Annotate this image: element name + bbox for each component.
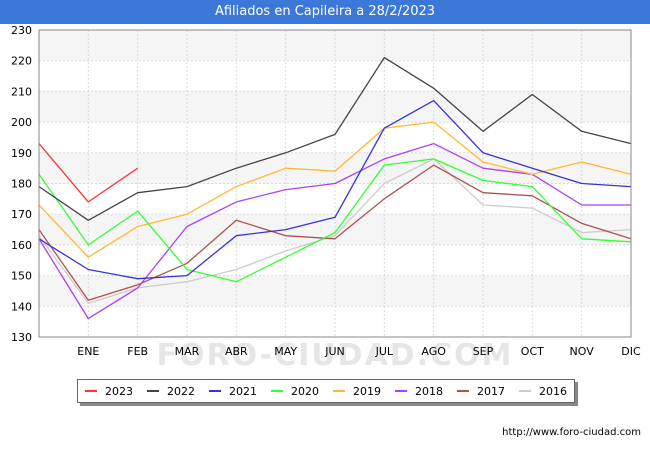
legend: 2023 2022 2021 2020 2019 2018 2017 2016 — [77, 379, 575, 403]
legend-label: 2018 — [415, 384, 443, 398]
chart-title: Afiliados en Capileira a 28/2/2023 — [0, 0, 650, 24]
legend-swatch — [85, 390, 97, 392]
legend-swatch — [457, 390, 469, 392]
x-tick-label: OCT — [521, 345, 544, 358]
legend-item-2016: 2016 — [519, 385, 567, 398]
legend-swatch — [395, 390, 407, 392]
legend-item-2022: 2022 — [147, 385, 195, 398]
series-line-2017 — [38, 164, 632, 301]
axes — [38, 29, 632, 338]
y-tick-label: 230 — [11, 24, 32, 37]
legend-item-2020: 2020 — [271, 385, 319, 398]
legend-label: 2019 — [353, 384, 381, 398]
legend-label: 2023 — [105, 384, 133, 398]
y-tick-label: 210 — [11, 85, 32, 98]
x-tick-label: AGO — [421, 345, 446, 358]
legend-swatch — [271, 390, 283, 392]
y-tick-label: 150 — [11, 270, 32, 283]
legend-item-2021: 2021 — [209, 385, 257, 398]
plot-border — [38, 29, 632, 338]
legend-item-2017: 2017 — [457, 385, 505, 398]
y-tick-label: 140 — [11, 300, 32, 313]
x-tick-label: MAY — [274, 345, 297, 358]
series-line-2021 — [38, 99, 632, 280]
series-lines — [38, 56, 632, 320]
legend-item-2019: 2019 — [333, 385, 381, 398]
y-tick-label: 220 — [11, 55, 32, 68]
legend-label: 2017 — [477, 384, 505, 398]
legend-item-2018: 2018 — [395, 385, 443, 398]
series-line-2023 — [38, 143, 139, 203]
y-tick-labels: 130 140 150 160 170 180 190 200 210 220 230 — [11, 24, 32, 344]
y-tick-label: 170 — [11, 208, 32, 221]
x-tick-label: MAR — [175, 345, 200, 358]
source-url[interactable]: http://www.foro-ciudad.com — [502, 427, 641, 438]
series-line-2020 — [38, 158, 632, 283]
legend-swatch — [333, 390, 345, 392]
y-tick-label: 180 — [11, 178, 32, 191]
legend-swatch — [147, 390, 159, 392]
x-tick-label: DIC — [621, 345, 641, 358]
legend-swatch — [209, 390, 221, 392]
x-tick-label: ENE — [77, 345, 99, 358]
legend-swatch — [519, 390, 531, 392]
x-tick-label: SEP — [473, 345, 494, 358]
x-tick-labels: ENE FEB MAR ABR MAY JUN JUL AGO SEP OCT NOV DIC — [77, 345, 641, 358]
x-tick-label: FEB — [127, 345, 148, 358]
series-line-2019 — [38, 121, 632, 258]
watermark: FORO-CIUDAD.COM — [157, 338, 514, 373]
y-tick-label: 200 — [11, 116, 32, 129]
legend-label: 2021 — [229, 384, 257, 398]
y-tick-label: 190 — [11, 147, 32, 160]
legend-label: 2022 — [167, 384, 195, 398]
x-tick-label: ABR — [225, 345, 248, 358]
y-tick-label: 130 — [11, 331, 32, 344]
legend-label: 2016 — [539, 384, 567, 398]
series-line-2022 — [38, 56, 632, 221]
legend-label: 2020 — [291, 384, 319, 398]
legend-item-2023: 2023 — [85, 385, 133, 398]
x-tick-label: NOV — [570, 345, 595, 358]
x-tick-label: JUN — [324, 345, 345, 358]
y-tick-label: 160 — [11, 239, 32, 252]
x-tick-label: JUL — [375, 345, 394, 358]
